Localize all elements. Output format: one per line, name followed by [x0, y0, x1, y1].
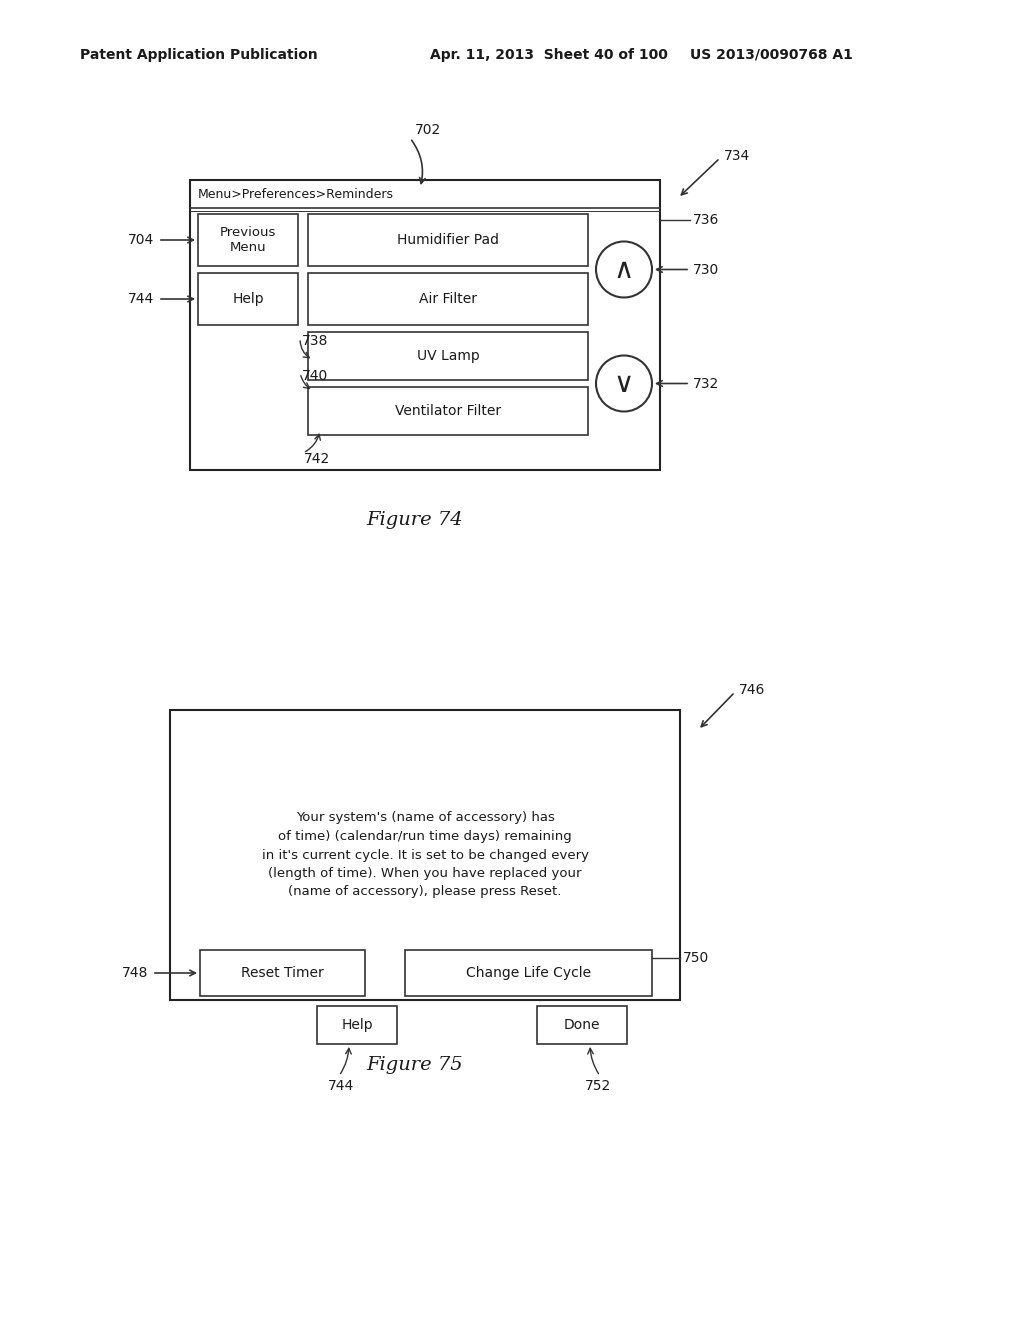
Text: Reset Timer: Reset Timer: [241, 966, 324, 979]
Text: ∨: ∨: [613, 370, 634, 397]
Text: 744: 744: [128, 292, 154, 306]
Text: UV Lamp: UV Lamp: [417, 348, 479, 363]
Text: 704: 704: [128, 234, 154, 247]
Text: Help: Help: [341, 1018, 373, 1032]
Text: Change Life Cycle: Change Life Cycle: [466, 966, 591, 979]
Bar: [308, 214, 588, 267]
Text: Figure 75: Figure 75: [367, 1056, 463, 1074]
Text: 752: 752: [585, 1078, 611, 1093]
Text: US 2013/0090768 A1: US 2013/0090768 A1: [690, 48, 853, 62]
Bar: [198, 214, 298, 267]
Text: Humidifier Pad: Humidifier Pad: [397, 234, 499, 247]
Bar: [406, 950, 652, 997]
Text: 744: 744: [328, 1078, 354, 1093]
Text: Figure 74: Figure 74: [367, 511, 463, 529]
Bar: [308, 333, 588, 380]
Text: 732: 732: [693, 376, 719, 391]
Text: 734: 734: [724, 149, 751, 162]
Text: Previous
Menu: Previous Menu: [220, 226, 276, 253]
Text: 730: 730: [693, 263, 719, 276]
Text: Ventilator Filter: Ventilator Filter: [395, 404, 501, 418]
Bar: [317, 1006, 397, 1044]
Text: 740: 740: [302, 370, 329, 383]
Text: 748: 748: [122, 966, 148, 979]
Bar: [170, 710, 680, 1001]
Bar: [200, 950, 365, 997]
Bar: [308, 387, 588, 436]
Bar: [308, 273, 588, 325]
Bar: [190, 180, 660, 470]
Text: Menu>Preferences>Reminders: Menu>Preferences>Reminders: [198, 187, 394, 201]
Text: Patent Application Publication: Patent Application Publication: [80, 48, 317, 62]
Text: 736: 736: [693, 213, 720, 227]
Text: 702: 702: [415, 123, 441, 137]
Text: 742: 742: [304, 451, 331, 466]
Bar: [198, 273, 298, 325]
Text: 746: 746: [739, 682, 765, 697]
Text: 750: 750: [683, 950, 710, 965]
Text: Apr. 11, 2013  Sheet 40 of 100: Apr. 11, 2013 Sheet 40 of 100: [430, 48, 668, 62]
Text: Air Filter: Air Filter: [419, 292, 477, 306]
Text: Done: Done: [564, 1018, 600, 1032]
Text: ∧: ∧: [613, 256, 634, 284]
Text: Help: Help: [232, 292, 264, 306]
Text: Your system's (name of accessory) has
of time) (calendar/run time days) remainin: Your system's (name of accessory) has of…: [261, 812, 589, 899]
Text: 738: 738: [302, 334, 329, 348]
Bar: [537, 1006, 627, 1044]
